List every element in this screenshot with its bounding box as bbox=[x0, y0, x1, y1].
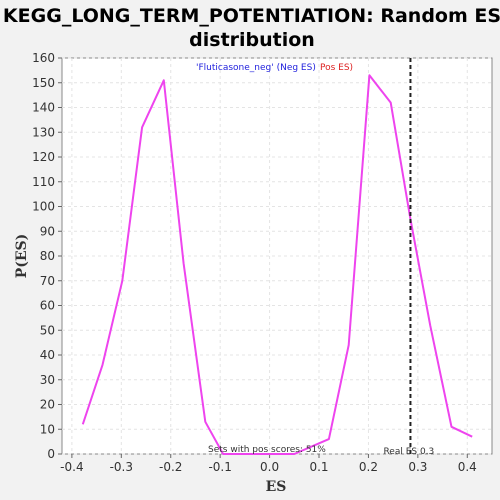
series-layer bbox=[81, 74, 473, 455]
x-tick-label: -0.2 bbox=[159, 460, 182, 474]
x-tick-label: 0.2 bbox=[359, 460, 378, 474]
x-tick-label: 0.4 bbox=[458, 460, 477, 474]
y-tick-label: 0 bbox=[47, 447, 55, 461]
x-tick-label: -0.4 bbox=[60, 460, 83, 474]
y-tick-label: 100 bbox=[32, 200, 55, 214]
y-tick-label: 110 bbox=[32, 175, 55, 189]
x-tick-label: 0.1 bbox=[309, 460, 328, 474]
x-tick-label: 0.3 bbox=[408, 460, 427, 474]
x-tick-label: -0.1 bbox=[208, 460, 231, 474]
y-tick-label: 160 bbox=[32, 51, 55, 65]
x-tick-label: -0.3 bbox=[110, 460, 133, 474]
x-tick-label: 0.0 bbox=[260, 460, 279, 474]
y-tick-label: 140 bbox=[32, 101, 55, 115]
pos-scores-label: Sets with pos scores: 51% bbox=[208, 445, 326, 455]
y-tick-label: 60 bbox=[40, 299, 55, 313]
legend-pos-es: Pos ES) bbox=[320, 63, 353, 73]
chart-title-line2: distribution bbox=[189, 29, 315, 51]
y-tick-label: 20 bbox=[40, 398, 55, 412]
chart-title-line1: KEGG_LONG_TERM_POTENTIATION: Random ES bbox=[3, 5, 500, 27]
series-line bbox=[81, 74, 473, 455]
legend-neg-es: 'Fluticasone_neg' (Neg ES) bbox=[196, 63, 316, 73]
grid bbox=[62, 57, 492, 455]
y-tick-label: 10 bbox=[40, 422, 55, 436]
y-tick-label: 70 bbox=[40, 274, 55, 288]
y-tick-label: 150 bbox=[32, 76, 55, 90]
y-tick-label: 50 bbox=[40, 323, 55, 337]
y-tick-label: 130 bbox=[32, 125, 55, 139]
real-es-label: Real ES 0.3 bbox=[383, 447, 434, 457]
y-tick-label: 80 bbox=[40, 249, 55, 263]
y-tick-label: 30 bbox=[40, 373, 55, 387]
y-axis-label: P(ES) bbox=[14, 234, 30, 279]
y-tick-label: 90 bbox=[40, 224, 55, 238]
y-tick-label: 40 bbox=[40, 348, 55, 362]
plot-area bbox=[61, 57, 493, 455]
x-axis-ticks: -0.4 -0.3 -0.2 -0.1 0.0 0.1 0.2 0.3 0.4 bbox=[60, 454, 477, 474]
y-axis-ticks: 0 10 20 30 40 50 60 70 80 90 100 110 120 130 140 150 160 bbox=[32, 51, 62, 461]
x-axis-label: ES bbox=[266, 479, 287, 495]
y-tick-label: 120 bbox=[32, 150, 55, 164]
